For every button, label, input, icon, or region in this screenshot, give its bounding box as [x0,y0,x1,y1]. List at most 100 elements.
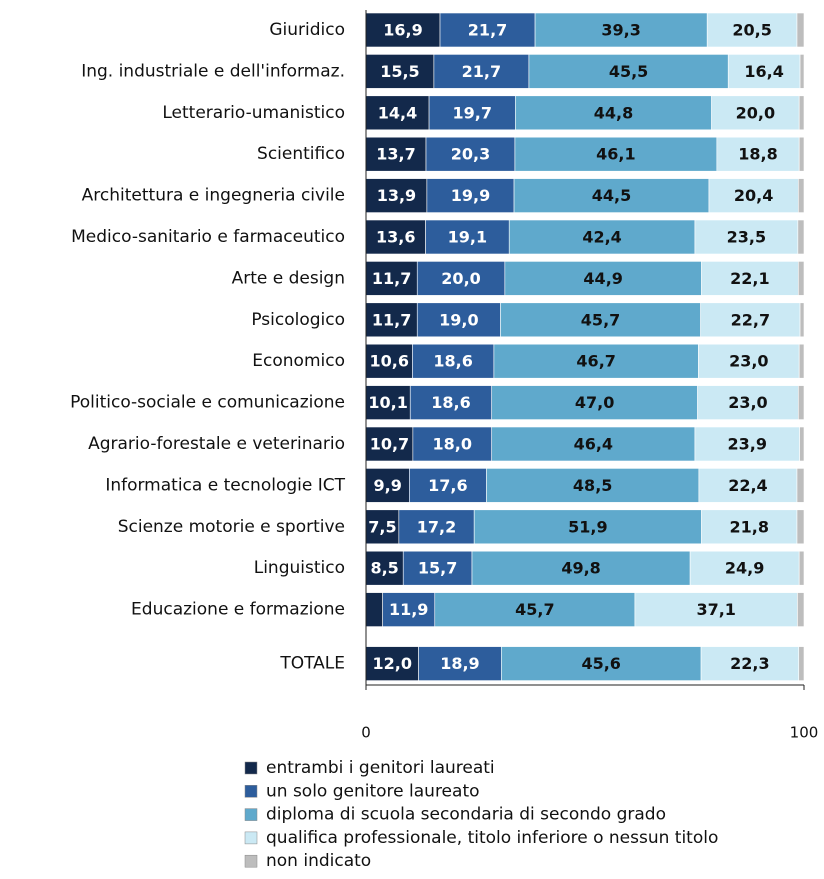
value-label: 45,6 [581,654,620,673]
bar-segment [491,385,698,420]
value-label: 8,5 [370,559,398,578]
bar-segment [798,136,805,172]
bar-segment [365,468,410,503]
legend-label: non indicato [266,851,371,871]
value-label: 19,7 [452,103,491,122]
legend-label: un solo genitore laureato [266,781,480,801]
bar-segment [798,178,805,213]
value-label: 15,5 [380,62,419,81]
bar-segment [409,468,487,503]
bar-segment [513,178,710,213]
value-label: 7,5 [368,517,396,536]
legend-label: diploma di scuola secondaria di secondo … [266,805,666,825]
legend-swatch [244,808,258,821]
value-label: 37,1 [696,600,735,619]
bar-segment [689,550,800,586]
category-label: Educazione e formazione [131,600,345,620]
value-label: 45,5 [609,62,648,81]
value-label: 10,6 [369,352,408,371]
value-label: 20,0 [441,269,480,288]
value-label: 21,7 [462,62,501,81]
bar-segment [365,54,435,89]
value-label: 45,7 [515,600,554,619]
bar-segment [799,302,805,338]
bar-segment [365,426,414,462]
bar-segment [365,219,426,255]
category-label: Scientifico [257,144,345,164]
bar-segment [634,592,798,627]
legend-swatch [244,854,258,868]
value-label: 44,5 [592,186,631,205]
bar-segment [796,12,805,48]
bar-segment [500,302,701,338]
value-label: 17,6 [428,476,467,495]
bar-segment [797,592,805,627]
value-label: 16,9 [383,21,422,40]
value-label: 51,9 [568,517,607,536]
bar-segment [426,178,515,213]
value-label: 18,0 [433,435,472,454]
legend-swatch [244,831,258,845]
bar-segment [797,219,805,255]
value-label: 21,8 [730,517,769,536]
bar-segment [727,54,801,89]
value-label: 18,9 [440,654,479,673]
bar-segment [528,54,729,89]
bar-segment [514,136,718,172]
value-label: 49,8 [561,559,600,578]
value-label: 23,0 [729,352,768,371]
bar-segment [534,12,708,48]
bar-segment [398,509,475,545]
value-label: 23,0 [728,393,767,412]
category-label: Medico-sanitario e farmaceutico [71,227,345,247]
bar-segment [798,95,805,131]
bar-segment [425,219,510,255]
category-label: Giuridico [269,20,345,40]
legend-label: qualifica professionale, titolo inferior… [266,828,718,848]
value-label: 16,4 [744,62,783,81]
legend-swatch [244,785,258,798]
bar-segment [697,385,799,420]
value-label: 15,7 [418,559,457,578]
bar-segment [418,646,502,681]
bar-segment [425,136,516,172]
value-label: 22,3 [730,654,769,673]
value-label: 42,4 [582,228,621,247]
value-label: 12,0 [373,654,412,673]
value-label: 18,6 [433,352,472,371]
bar-segment [798,261,805,296]
value-label: 18,8 [738,145,777,164]
bar-segment [471,550,691,586]
bar-segment [798,550,805,586]
bar-segment [504,261,702,296]
bar-segment [796,468,805,503]
category-label: Psicologico [251,310,345,330]
bar-segment [433,54,530,89]
value-label: 18,6 [431,393,470,412]
bar-segment [409,385,493,420]
value-label: 9,9 [374,476,402,495]
legend-label: entrambi i genitori laureati [266,758,495,778]
category-label: Agrario-forestale e veterinario [88,434,345,454]
value-label: 23,5 [727,228,766,247]
value-label: 22,7 [731,310,770,329]
value-label: 46,4 [574,435,613,454]
category-label: Economico [252,351,345,371]
value-label: 23,9 [728,435,767,454]
bar-segment [365,646,419,681]
bar-segment [799,426,805,462]
category-label: Politico-sociale e comunicazione [70,393,345,413]
value-label: 46,7 [576,352,615,371]
bar-segment [491,426,696,462]
value-label: 11,7 [372,269,411,288]
bar-segment [508,219,696,255]
bar-segment [382,592,436,627]
bar-segment [365,12,441,48]
bar-segment [365,509,400,545]
value-label: 11,7 [372,310,411,329]
value-label: 13,9 [377,186,416,205]
category-label: Ing. industriale e dell'informaz. [81,61,345,81]
value-label: 44,8 [594,103,633,122]
value-label: 24,9 [725,559,764,578]
bar-segment [434,592,636,627]
